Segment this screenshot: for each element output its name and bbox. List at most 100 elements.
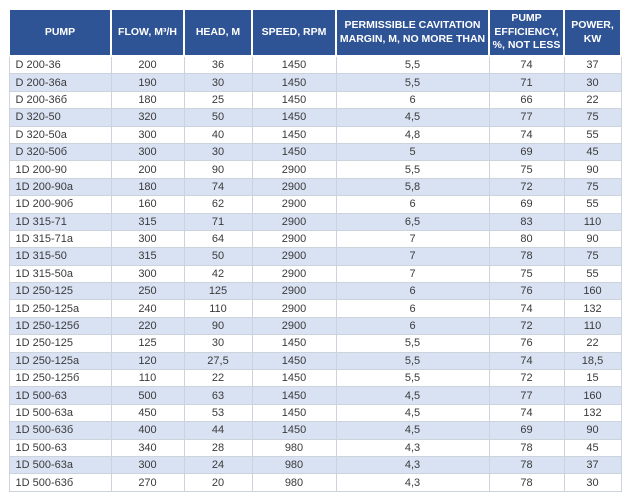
- table-row: 1D 200-90б 160 62 2900 6 69 55: [8, 195, 622, 214]
- cell-pump: 1D 315-50: [8, 247, 112, 266]
- cell-head: 50: [183, 247, 253, 266]
- cell-flow: 300: [110, 455, 185, 475]
- cell-head: 22: [183, 369, 253, 388]
- cell-power: 75: [563, 177, 622, 197]
- cell-speed: 2900: [251, 195, 337, 214]
- cell-pump: 1D 315-50a: [8, 264, 112, 284]
- cell-flow: 180: [110, 177, 185, 197]
- cell-cavitation-margin: 6,5: [335, 212, 490, 231]
- cell-flow: 240: [110, 299, 185, 318]
- cell-power: 132: [563, 403, 622, 423]
- cell-flow: 315: [110, 247, 185, 266]
- column-header-head: HEAD, M: [183, 8, 253, 57]
- pump-specs-table: PUMP FLOW, M³/H HEAD, M SPEED, RPM PERMISSIB…: [8, 8, 622, 492]
- cell-head: 27,5: [183, 351, 253, 371]
- cell-pump: 1D 200-90a: [8, 177, 112, 197]
- cell-efficiency: 69: [488, 142, 565, 162]
- cell-speed: 1450: [251, 73, 337, 92]
- cell-power: 45: [563, 142, 622, 162]
- cell-flow: 200: [110, 55, 185, 75]
- cell-cavitation-margin: 6: [335, 90, 490, 110]
- cell-power: 110: [563, 316, 622, 336]
- cell-head: 42: [183, 264, 253, 284]
- cell-power: 37: [563, 455, 622, 475]
- table-body: D 200-36 200 36 1450 5,5 74 37 D 200-36a 190 30 14…: [8, 55, 622, 492]
- cell-speed: 980: [251, 473, 337, 492]
- cell-cavitation-margin: 7: [335, 264, 490, 284]
- cell-speed: 1450: [251, 386, 337, 405]
- cell-cavitation-margin: 4,3: [335, 473, 490, 492]
- table-row: 1D 315-71 315 71 2900 6,5 83 110: [8, 212, 622, 231]
- cell-speed: 2900: [251, 212, 337, 231]
- cell-cavitation-margin: 5,5: [335, 55, 490, 75]
- column-header-pump: PUMP: [8, 8, 112, 57]
- table-row: D 200-36б 180 25 1450 6 66 22: [8, 90, 622, 110]
- table-row: D 320-50 320 50 1450 4,5 77 75: [8, 108, 622, 127]
- cell-speed: 1450: [251, 351, 337, 371]
- cell-pump: D 320-50б: [8, 142, 112, 162]
- cell-speed: 1450: [251, 334, 337, 353]
- cell-cavitation-margin: 5: [335, 142, 490, 162]
- cell-pump: 1D 315-71a: [8, 229, 112, 249]
- cell-flow: 180: [110, 90, 185, 110]
- cell-cavitation-margin: 6: [335, 316, 490, 336]
- cell-speed: 1450: [251, 90, 337, 110]
- cell-power: 55: [563, 195, 622, 214]
- table-row: 1D 250-125a 240 110 2900 6 74 132: [8, 299, 622, 318]
- cell-flow: 110: [110, 369, 185, 388]
- cell-pump: 1D 200-90: [8, 160, 112, 179]
- cell-power: 90: [563, 229, 622, 249]
- cell-speed: 2900: [251, 264, 337, 284]
- cell-cavitation-margin: 4,5: [335, 421, 490, 440]
- cell-pump: 1D 250-125a: [8, 299, 112, 318]
- cell-pump: D 320-50: [8, 108, 112, 127]
- cell-cavitation-margin: 5,5: [335, 73, 490, 92]
- cell-cavitation-margin: 5,5: [335, 351, 490, 371]
- cell-efficiency: 72: [488, 316, 565, 336]
- cell-pump: 1D 500-63: [8, 438, 112, 457]
- cell-head: 90: [183, 160, 253, 179]
- cell-speed: 2900: [251, 229, 337, 249]
- table-row: D 200-36 200 36 1450 5,5 74 37: [8, 55, 622, 75]
- table-row: 1D 500-63б 400 44 1450 4,5 69 90: [8, 421, 622, 440]
- cell-head: 125: [183, 282, 253, 301]
- cell-pump: 1D 315-71: [8, 212, 112, 231]
- cell-cavitation-margin: 5,5: [335, 334, 490, 353]
- cell-speed: 980: [251, 438, 337, 457]
- cell-flow: 400: [110, 421, 185, 440]
- cell-pump: 1D 250-125: [8, 334, 112, 353]
- cell-efficiency: 66: [488, 90, 565, 110]
- cell-pump: D 200-36a: [8, 73, 112, 92]
- table-row: 1D 250-125a 120 27,5 1450 5,5 74 18,5: [8, 351, 622, 371]
- cell-speed: 1450: [251, 125, 337, 144]
- cell-efficiency: 75: [488, 264, 565, 284]
- cell-head: 30: [183, 334, 253, 353]
- table-row: 1D 200-90 200 90 2900 5,5 75 90: [8, 160, 622, 179]
- cell-flow: 300: [110, 142, 185, 162]
- cell-efficiency: 77: [488, 108, 565, 127]
- cell-speed: 1450: [251, 55, 337, 75]
- cell-flow: 500: [110, 386, 185, 405]
- cell-flow: 250: [110, 282, 185, 301]
- cell-speed: 2900: [251, 177, 337, 197]
- cell-efficiency: 78: [488, 455, 565, 475]
- cell-speed: 2900: [251, 282, 337, 301]
- cell-speed: 1450: [251, 403, 337, 423]
- table-header: PUMP FLOW, M³/H HEAD, M SPEED, RPM PERMISSIB…: [8, 8, 622, 57]
- cell-efficiency: 76: [488, 282, 565, 301]
- cell-head: 110: [183, 299, 253, 318]
- table-row: 1D 250-125б 220 90 2900 6 72 110: [8, 316, 622, 336]
- table-row: 1D 500-63б 270 20 980 4,3 78 30: [8, 473, 622, 492]
- cell-head: 63: [183, 386, 253, 405]
- cell-efficiency: 74: [488, 125, 565, 144]
- table-row: 1D 250-125 250 125 2900 6 76 160: [8, 282, 622, 301]
- cell-cavitation-margin: 4,3: [335, 455, 490, 475]
- cell-head: 44: [183, 421, 253, 440]
- cell-pump: 1D 200-90б: [8, 195, 112, 214]
- cell-cavitation-margin: 4,5: [335, 403, 490, 423]
- cell-speed: 2900: [251, 247, 337, 266]
- table-row: D 200-36a 190 30 1450 5,5 71 30: [8, 73, 622, 92]
- cell-power: 55: [563, 264, 622, 284]
- cell-cavitation-margin: 6: [335, 282, 490, 301]
- cell-power: 45: [563, 438, 622, 457]
